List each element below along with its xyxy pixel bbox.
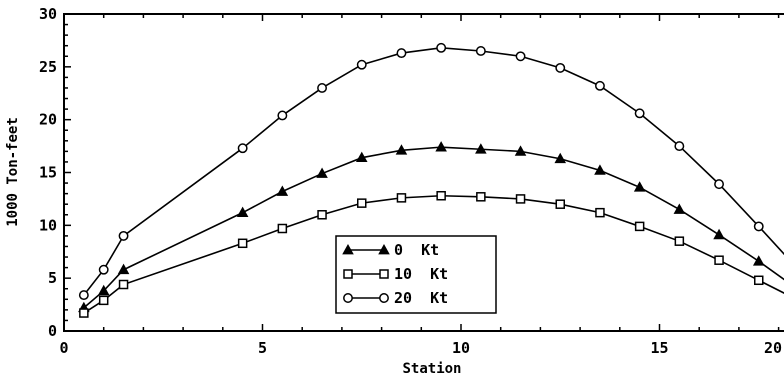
data-point <box>634 221 645 232</box>
data-point <box>436 190 446 201</box>
data-point <box>674 141 685 152</box>
data-point <box>396 48 407 59</box>
data-point <box>277 223 288 234</box>
data-point <box>356 59 367 70</box>
data-point <box>98 295 109 306</box>
data-point <box>118 230 129 241</box>
y-tick-label: 10 <box>39 216 57 234</box>
legend-item: 10 Kt <box>343 265 448 283</box>
data-point <box>316 167 328 178</box>
data-point <box>117 263 130 275</box>
data-point <box>97 284 110 296</box>
data-point <box>476 192 486 202</box>
y-axis-label: 1000 Ton-feet <box>5 117 21 227</box>
data-point <box>475 46 486 56</box>
axis-ticks: 0 5 10 15 20 0 5 10 15 20 25 30 <box>39 5 782 357</box>
series-line <box>83 146 784 309</box>
data-point <box>714 179 724 190</box>
legend-item: 20 Kt <box>343 289 448 307</box>
legend-label: 0 Kt <box>394 241 439 259</box>
data-point <box>236 206 249 218</box>
legend-label: 20 Kt <box>394 289 448 307</box>
series-0 <box>78 141 784 313</box>
data-point <box>395 144 408 155</box>
data-point <box>713 228 725 240</box>
data-point <box>752 255 765 266</box>
data-point <box>595 80 605 91</box>
data-point <box>277 110 288 121</box>
y-tick-label: 15 <box>39 164 57 182</box>
y-tick-label: 20 <box>39 111 57 129</box>
data-point <box>276 185 289 196</box>
data-point <box>555 62 566 73</box>
legend: 0 Kt 10 Kt 20 Kt <box>335 235 497 314</box>
data-point <box>396 193 407 203</box>
data-point <box>754 275 764 286</box>
data-point <box>98 264 109 275</box>
data-point <box>78 290 89 301</box>
data-point <box>475 143 487 154</box>
data-point <box>515 51 526 62</box>
data-point <box>673 203 686 214</box>
x-tick-label: 10 <box>452 339 470 357</box>
data-point <box>633 181 646 192</box>
data-point <box>554 152 567 164</box>
data-point <box>237 143 248 154</box>
data-point <box>674 236 685 246</box>
data-point <box>514 145 527 156</box>
legend-label: 10 Kt <box>394 265 448 283</box>
data-point <box>594 164 606 175</box>
data-point <box>555 199 565 209</box>
x-tick-label: 5 <box>258 339 267 357</box>
legend-marker <box>342 243 354 255</box>
series-1 <box>79 190 784 318</box>
legend-marker <box>379 269 389 279</box>
y-tick-label: 30 <box>39 5 57 23</box>
series-line <box>83 47 784 296</box>
data-point <box>595 207 605 218</box>
data-point <box>355 151 368 163</box>
legend-marker <box>343 269 353 279</box>
data-point <box>753 221 764 232</box>
data-point <box>357 198 367 208</box>
y-tick-label: 5 <box>48 269 57 287</box>
data-point <box>515 194 526 204</box>
data-point <box>118 279 129 290</box>
legend-marker <box>343 293 353 303</box>
data-point <box>634 108 645 119</box>
data-point <box>435 141 447 152</box>
data-point <box>79 308 89 318</box>
y-tick-label: 25 <box>39 58 57 76</box>
legend-item: 0 Kt <box>342 241 439 259</box>
data-point <box>237 238 248 249</box>
x-tick-label: 20 <box>764 339 782 357</box>
x-axis-label: Station <box>402 361 461 377</box>
data-point <box>317 210 327 220</box>
y-tick-label: 0 <box>48 322 57 340</box>
series-2 <box>78 42 784 301</box>
series-layer <box>78 42 784 318</box>
x-tick-label: 15 <box>650 339 668 357</box>
x-tick-label: 0 <box>59 339 68 357</box>
data-point <box>714 255 724 265</box>
data-point <box>317 83 327 93</box>
data-point <box>436 42 447 53</box>
legend-marker <box>378 243 390 255</box>
series-line <box>83 194 784 314</box>
legend-marker <box>379 293 389 303</box>
